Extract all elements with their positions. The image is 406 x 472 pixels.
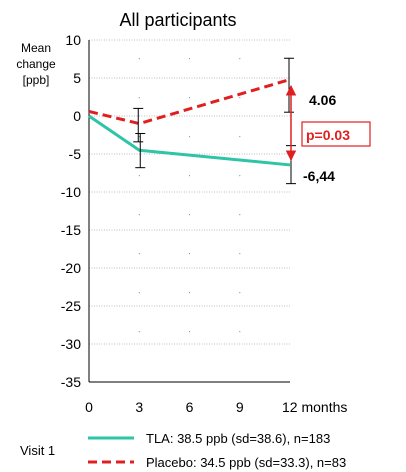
y-tick-label: -5 [69, 146, 82, 162]
x-tick-label: 6 [186, 399, 194, 415]
x-grid-dot [239, 253, 241, 255]
legend-entry-placebo: Placebo: 34.5 ppb (sd=33.3), n=83 [146, 455, 346, 470]
x-tick-label: 3 [135, 399, 143, 415]
x-grid-dot [138, 58, 140, 60]
series-line-placebo [88, 78, 291, 126]
x-grid-dot [138, 253, 140, 255]
x-grid-dot [138, 136, 140, 138]
x-grid-dot [138, 331, 140, 333]
x-grid-dot [239, 97, 241, 99]
tla-value-label: -6,44 [303, 168, 335, 184]
x-grid-dot [189, 136, 190, 138]
legend-group-label: Visit 1 [20, 443, 55, 458]
x-grid-dot [138, 214, 140, 216]
legend-entry-tla: TLA: 38.5 ppb (sd=38.6), n=183 [146, 431, 330, 446]
y-axis-label-line-1: Mean [21, 41, 51, 55]
x-grid-dot [138, 175, 140, 177]
y-tick-label: 5 [73, 70, 81, 86]
y-tick-label: -15 [61, 222, 81, 238]
x-grid-dot [138, 292, 140, 294]
x-grid-dot [189, 58, 190, 60]
y-tick-label: -10 [61, 184, 81, 200]
y-tick-label: -35 [61, 374, 81, 390]
annotations: 4.06 p=0.03 -6,44 [285, 84, 371, 184]
x-grid-dot [239, 331, 241, 333]
series-lines [88, 57, 296, 185]
x-grid-dot [189, 97, 190, 99]
x-tick-label: 9 [236, 399, 244, 415]
y-tick-label: -25 [61, 298, 81, 314]
legend: Visit 1 TLA: 38.5 ppb (sd=38.6), n=183 P… [20, 431, 346, 470]
x-grid-dot [239, 175, 241, 177]
y-tick-label: 10 [65, 32, 81, 48]
x-grid-dot [239, 136, 241, 138]
x-tick-label: 0 [85, 399, 93, 415]
p-value-label: p=0.03 [306, 127, 350, 143]
x-grid-dot [189, 253, 190, 255]
x-grid-dot [189, 292, 190, 294]
y-tick-label: -20 [61, 260, 81, 276]
x-tick-label: 12 months [282, 399, 347, 415]
chart-title: All participants [119, 10, 236, 30]
placebo-value-label: 4.06 [309, 92, 336, 108]
grid-lines [89, 39, 290, 345]
x-grid-dot [239, 58, 241, 60]
x-grid-dot [239, 292, 241, 294]
x-grid-dot [189, 331, 190, 333]
y-axis-label-line-2: change [16, 57, 56, 71]
x-grid-dot [239, 214, 241, 216]
y-tick-label: -30 [61, 336, 81, 352]
y-axis-label: Mean change [ppb] [16, 41, 56, 87]
p-value-box [301, 121, 371, 147]
series-line-tla [88, 114, 291, 167]
x-grid-dot [138, 97, 140, 99]
x-grid-dot [189, 175, 190, 177]
y-tick-label: 0 [73, 108, 81, 124]
axes [88, 40, 290, 383]
x-grid-dot [189, 214, 190, 216]
y-axis-label-line-3: [ppb] [23, 73, 50, 87]
